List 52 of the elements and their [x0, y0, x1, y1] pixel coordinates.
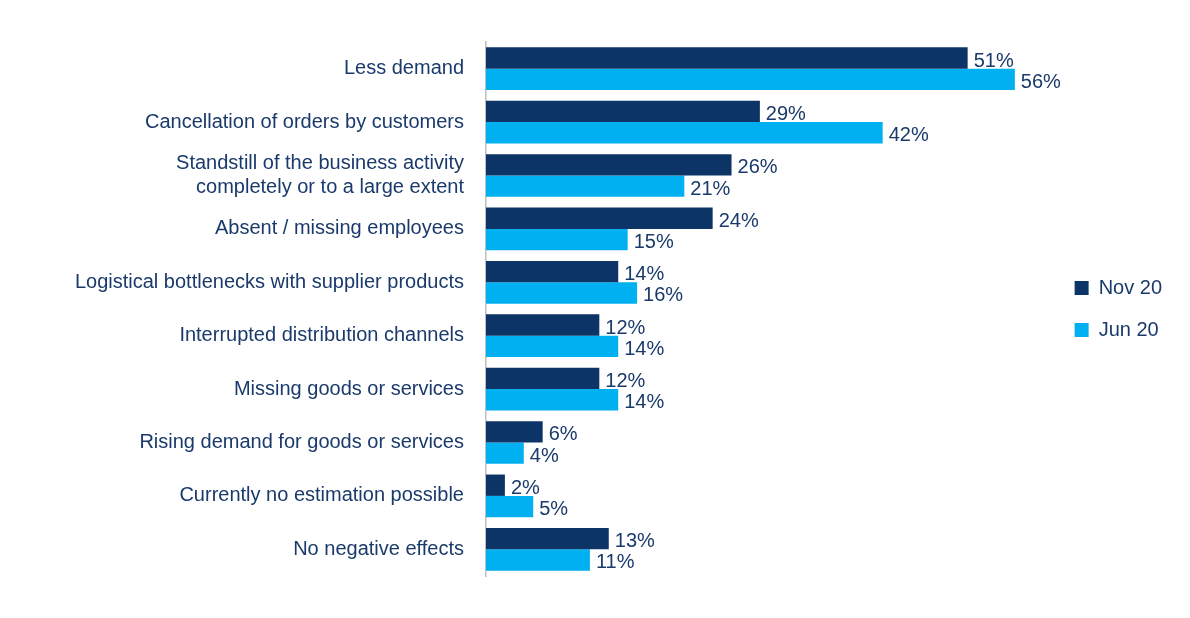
bar	[486, 314, 600, 336]
bar	[486, 100, 760, 123]
y-tick-label: Logistical bottlenecks with supplier products	[74, 269, 464, 292]
bar	[486, 549, 590, 571]
bar	[486, 154, 732, 176]
data-label: 14%	[624, 262, 665, 285]
bar	[486, 68, 1015, 91]
data-label: 5%	[539, 497, 569, 520]
bar	[486, 474, 505, 496]
legend-label: Jun 20	[1098, 317, 1159, 340]
data-label: 21%	[690, 176, 731, 199]
y-tick-label: Cancellation of orders by customers	[144, 109, 464, 132]
y-tick-label: Rising demand for goods or services	[139, 430, 464, 453]
data-label: 12%	[605, 368, 646, 391]
data-label: 6%	[548, 422, 578, 445]
data-label: 15%	[633, 230, 674, 253]
data-label: 14%	[624, 336, 665, 359]
data-label: 14%	[624, 390, 665, 413]
y-tick-label: No negative effects	[293, 536, 464, 559]
bar	[486, 527, 609, 550]
bar	[486, 335, 619, 358]
bar	[486, 122, 883, 144]
y-tick-label: Absent / missing employees	[214, 216, 464, 239]
bar	[486, 442, 524, 464]
bar	[486, 228, 628, 251]
legend-label: Nov 20	[1098, 275, 1163, 298]
y-tick-label: Missing goods or services	[233, 376, 464, 399]
data-label: 12%	[605, 315, 646, 338]
data-label: 29%	[765, 101, 807, 124]
data-label: 11%	[595, 550, 635, 573]
data-label: 56%	[1020, 69, 1062, 92]
bar	[486, 260, 619, 283]
bar	[486, 389, 619, 411]
bar	[486, 207, 713, 229]
data-label: 51%	[973, 48, 1014, 71]
data-label: 4%	[529, 443, 559, 466]
y-tick-label: Currently no estimation possible	[179, 483, 464, 506]
y-tick-label: Less demand	[343, 56, 464, 79]
data-label: 26%	[737, 155, 778, 178]
bar	[486, 367, 600, 390]
data-label: 42%	[888, 123, 929, 146]
bar	[486, 495, 534, 518]
bar	[486, 421, 543, 443]
y-tick-label: Standstill of the business activity completely or to a large extent	[176, 151, 465, 198]
data-label: 13%	[614, 529, 656, 552]
bar	[486, 175, 685, 197]
data-label: 24%	[718, 208, 759, 231]
data-label: 2%	[510, 475, 541, 498]
y-tick-label: Interrupted distribution channels	[179, 323, 464, 346]
bar	[486, 47, 968, 69]
data-label: 16%	[643, 283, 684, 306]
bar	[486, 282, 638, 304]
